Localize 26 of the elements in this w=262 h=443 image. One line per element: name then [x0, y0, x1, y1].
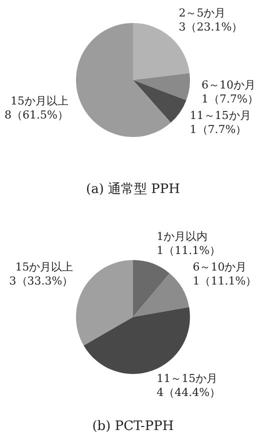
pie-slice [76, 260, 133, 346]
slice-label: 2～5か月 [178, 6, 226, 20]
pie-slice [133, 23, 190, 80]
pie-slice [84, 307, 190, 374]
slice-label: 11～15か月 [156, 372, 218, 385]
pie-slice [133, 260, 170, 317]
pie-slice [76, 23, 171, 137]
pie-slice [133, 80, 186, 123]
slice-label: 6～10か月 [201, 78, 256, 92]
slice-label: 11～15か月 [190, 109, 251, 122]
data-label: 1（11.1%） [192, 274, 257, 288]
data-label: 4（44.4%） [156, 386, 221, 399]
slice-label: 15か月以上 [15, 260, 74, 274]
data-label: 3（33.3%） [9, 274, 74, 288]
data-label: 1（7.7%） [201, 92, 258, 106]
data-label: 3（23.1%） [178, 20, 243, 34]
text: (a) 通常型 PPH [86, 182, 180, 197]
slice-label: 6～10か月 [192, 260, 247, 274]
data-label: 8（61.5%） [4, 108, 68, 122]
data-label: 1（11.1%） [156, 244, 221, 258]
pie-slice [133, 273, 190, 317]
slice-label: 1か月以内 [156, 230, 208, 244]
slice-label: 15か月以上 [10, 94, 68, 108]
pie-slice [133, 73, 190, 100]
text: (b) PCT-PPH [92, 419, 174, 434]
data-label: 1（7.7%） [190, 123, 247, 136]
